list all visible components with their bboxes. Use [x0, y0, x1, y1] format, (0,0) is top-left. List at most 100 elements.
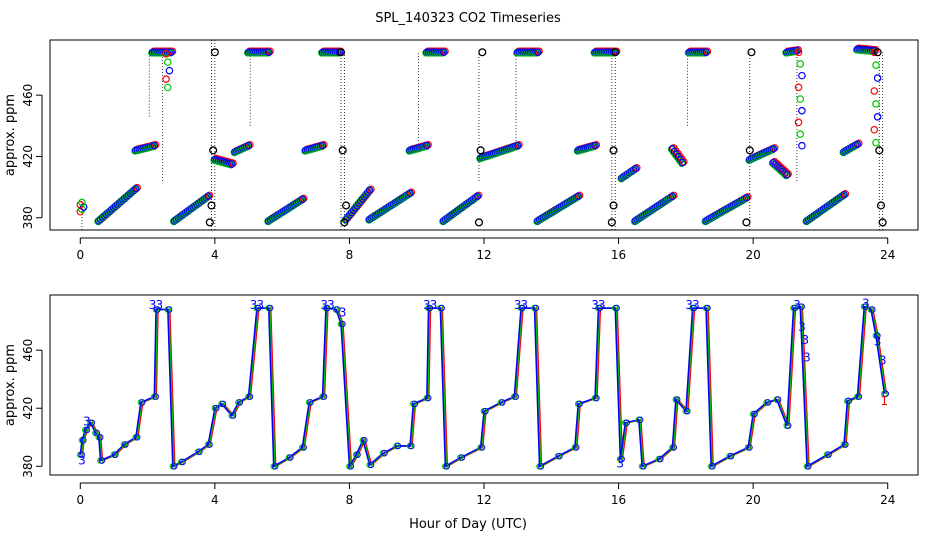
series-3-point [236, 399, 244, 406]
series-3-point [150, 141, 159, 150]
series-3-point [298, 195, 307, 204]
series-2-point [872, 61, 880, 69]
series-3-point [133, 433, 141, 441]
series-3-point [805, 462, 812, 470]
series-3-point [782, 171, 791, 179]
reference-point [336, 48, 346, 57]
series-3-point [458, 454, 466, 461]
series-1-point [770, 144, 779, 152]
series-3-point [769, 144, 778, 153]
series-3-point [513, 141, 522, 150]
series-3-point [408, 442, 415, 450]
series-2-point [872, 100, 880, 108]
series-1-point [474, 191, 483, 200]
series-3-point [300, 444, 307, 451]
bottom-y-tick-label: 380 [21, 455, 35, 478]
series-3-point [443, 462, 450, 470]
series-3-point [532, 304, 540, 312]
series-3-point [204, 192, 212, 201]
chart-title: SPL_140323 CO2 Timeseries [375, 11, 561, 26]
series-3-point [98, 457, 106, 464]
series-digit-label: 3 [156, 298, 164, 312]
series-3-point [229, 412, 237, 419]
series-1-point [162, 75, 170, 83]
series-3-point [347, 462, 355, 470]
series-3-point [673, 396, 681, 403]
series-3-point [798, 71, 806, 80]
series-digit-label: 1 [881, 394, 889, 408]
series-3-point [572, 444, 580, 451]
series-3-point [825, 451, 832, 458]
series-1-point [441, 47, 449, 56]
series-3-point [138, 399, 146, 406]
series-digit-label: 3 [339, 305, 347, 319]
series-digit-label: 3 [685, 298, 693, 312]
series-1-point [854, 139, 863, 148]
reference-point [609, 146, 618, 155]
top-x-tick-label: 20 [746, 248, 761, 262]
series-3-point [381, 449, 388, 457]
series-1-point [246, 141, 254, 149]
series-digit-label: 3 [874, 334, 882, 348]
reference-point [478, 48, 487, 57]
series-3-point [842, 441, 849, 448]
series-3-point [534, 48, 542, 57]
series-3-point [751, 410, 758, 418]
series-1-point [794, 83, 803, 92]
series-3-point [426, 304, 434, 312]
reference-point [611, 48, 620, 57]
bottom-x-tick-label: 8 [346, 493, 354, 507]
series-3-point [219, 400, 227, 408]
series-3-point [354, 451, 361, 458]
series-digit-label: 3 [256, 298, 264, 312]
reference-point [342, 201, 351, 210]
series-3-point [360, 436, 368, 444]
series-3-point [618, 455, 625, 463]
reference-point [338, 146, 347, 155]
series-3-point [80, 436, 87, 444]
series-digit-label: 3 [250, 298, 258, 312]
series-digit-label: 3 [83, 414, 91, 428]
series-3-point [596, 304, 604, 312]
series-digit-label: 3 [692, 298, 700, 312]
series-1-point [151, 141, 160, 149]
series-2-point [796, 60, 805, 68]
series-1-point [794, 118, 803, 127]
bottom-x-tick-label: 4 [211, 493, 219, 507]
reference-point [476, 146, 485, 155]
series-3-point [244, 141, 253, 150]
series-1-point [515, 141, 523, 149]
series-3-point [690, 304, 698, 312]
series-3-point [798, 303, 805, 310]
series-3-point [640, 462, 647, 470]
series-3-point [709, 462, 716, 470]
top-y-axis-label: approx. ppm [3, 94, 18, 176]
series-1-point [367, 185, 375, 194]
series-3-point [246, 393, 254, 400]
series-1-point [870, 48, 879, 57]
series-3-point [83, 426, 90, 434]
series-3-point [473, 192, 482, 201]
series-digit-label: 3 [793, 298, 801, 312]
top-x-tick-label: 0 [76, 248, 84, 262]
series-3-point [196, 448, 203, 456]
series-3-point [271, 462, 279, 470]
series-3-point [623, 419, 630, 427]
series-1-point [266, 47, 274, 56]
series-digit-label: 3 [862, 297, 870, 311]
series-1-point [168, 47, 177, 56]
series-3-point [423, 141, 431, 150]
series-3-point [154, 306, 161, 313]
reference-point [210, 48, 219, 57]
series-1-point [320, 141, 328, 149]
reference-point [205, 218, 214, 227]
series-digit-label: 3 [327, 298, 335, 312]
series-2-point [163, 83, 172, 92]
series-2-point [163, 58, 172, 67]
series-3-point [339, 320, 346, 328]
bottom-x-tick-label: 16 [611, 493, 626, 507]
series-3-point [631, 164, 640, 173]
